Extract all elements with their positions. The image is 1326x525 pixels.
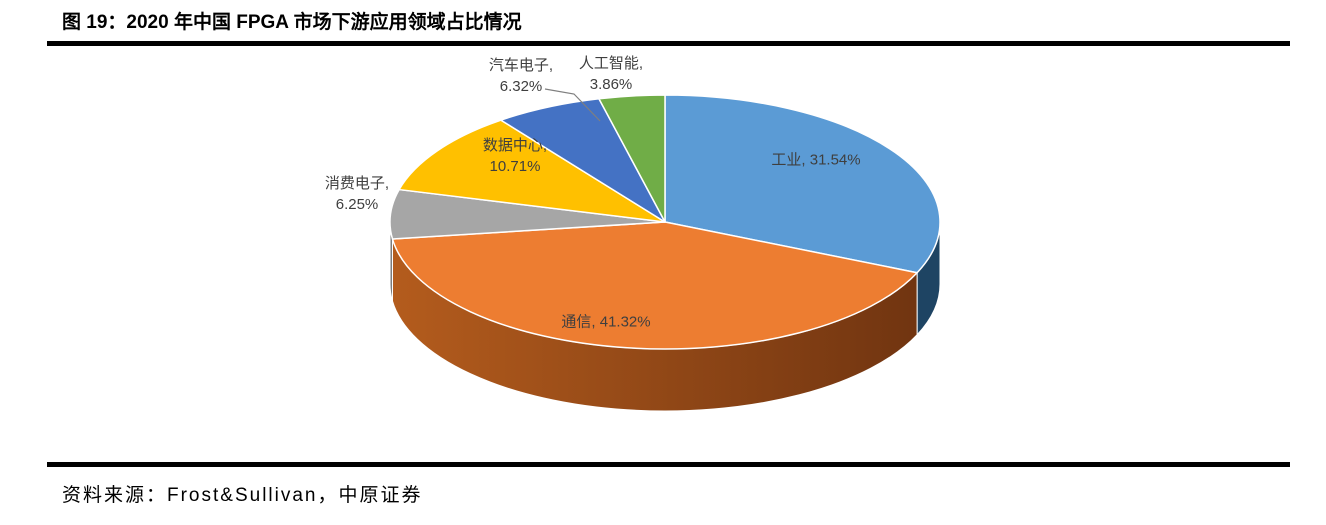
slice-label-name: 消费电子, [324, 175, 390, 192]
title-divider [47, 41, 1290, 46]
slice-label-name: 数据中心, [482, 137, 548, 154]
slice-label-automotive-electronics: 汽车电子, 6.32% [489, 55, 553, 97]
slice-label-artificial-intelligence: 人工智能, 3.86% [579, 53, 643, 95]
pie-slice-data-center [398, 119, 666, 223]
slice-label-value: 3.86% [589, 76, 633, 93]
slice-label-value: 6.32% [499, 78, 543, 95]
slice-label-industrial: 工业, 31.54% [771, 151, 861, 169]
slice-label-name: 人工智能, [578, 55, 644, 72]
pie-slice-communication [391, 221, 918, 350]
figure-title: 图 19：2020 年中国 FPGA 市场下游应用领域占比情况 [62, 12, 522, 33]
source-note: 资料来源：Frost&Sullivan，中原证券 [62, 485, 423, 506]
slice-label-name: 汽车电子, [488, 57, 554, 74]
slice-label-value: 10.71% [489, 158, 541, 175]
slice-label-consumer-electronics: 消费电子, 6.25% [325, 173, 389, 215]
label-leader-line [544, 88, 601, 122]
slice-label-data-center: 数据中心, 10.71% [483, 135, 547, 177]
footer-divider [47, 462, 1290, 467]
pie-slice-industrial [664, 94, 941, 274]
slice-label-value: 6.25% [335, 196, 379, 213]
pie-slice-artificial-intelligence [598, 94, 666, 223]
slice-label-communication: 通信, 41.32% [561, 313, 651, 331]
